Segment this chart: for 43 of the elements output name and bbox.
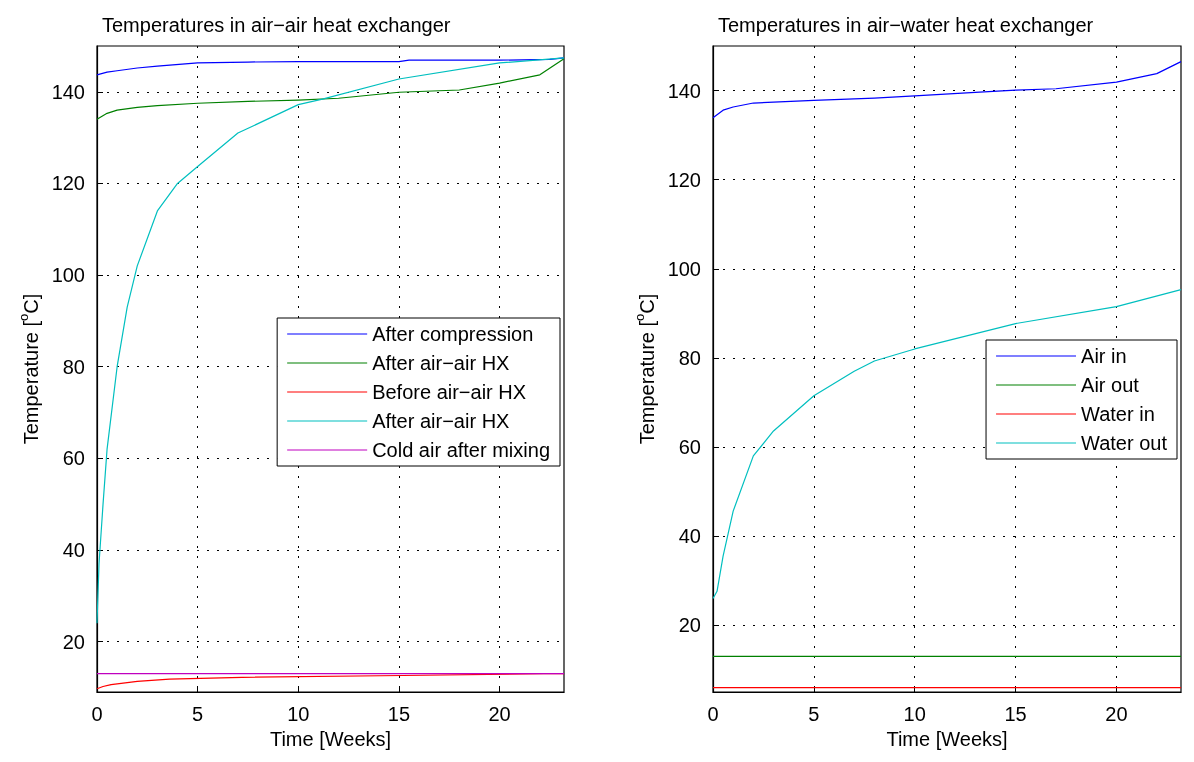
y-axis-title: Temperature [oC] [631,293,658,445]
y-axis-title: Temperature [oC] [15,293,42,445]
y-tick-label: 40 [62,538,85,561]
x-axis-title: Time [Weeks] [269,727,392,750]
x-tick-label: 10 [287,703,310,725]
line-series [712,60,1182,119]
x-tick-label: 20 [1105,703,1128,725]
y-tick-label: 20 [678,614,701,637]
legend-label: Cold air after mixing [372,439,550,461]
y-tick-label: 60 [62,447,85,470]
y-tick-label: 60 [678,435,701,458]
legend-label: Water in [1081,403,1155,425]
legend-label: After compression [372,323,534,345]
legend-label: After air−air HX [372,410,510,432]
chart-title: Temperatures in air−air heat exchanger [102,14,451,36]
line-series [712,289,1182,600]
line-series [96,57,565,624]
y-tick-label: 100 [51,264,85,287]
x-tick-label: 15 [1004,703,1027,725]
legend-label: Air in [1081,345,1127,367]
x-tick-label: 10 [903,703,926,725]
y-tick-label: 140 [667,79,701,102]
legend-label: Water out [1081,432,1168,454]
line-series [96,58,565,120]
y-tick-label: 100 [667,257,701,280]
x-tick-label: 20 [488,703,511,725]
x-tick-label: 5 [808,703,820,725]
y-tick-label: 40 [678,525,701,548]
y-tick-label: 140 [51,80,85,103]
x-tick-label: 5 [192,703,204,725]
x-tick-label: 0 [91,703,103,725]
x-tick-label: 15 [387,703,411,725]
y-tick-label: 120 [51,172,85,195]
y-tick-label: 120 [667,168,701,191]
legend-label: Air out [1081,374,1140,396]
legend-label: Before air−air HX [372,381,527,403]
x-axis-title: Time [Weeks] [886,727,1008,750]
y-tick-label: 80 [62,355,85,378]
legend-label: After air−air HX [372,352,510,374]
y-tick-label: 80 [678,346,701,369]
x-tick-label: 0 [707,703,719,725]
y-tick-label: 20 [62,630,85,653]
chart-title: Temperatures in air−water heat exchanger [718,14,1094,36]
